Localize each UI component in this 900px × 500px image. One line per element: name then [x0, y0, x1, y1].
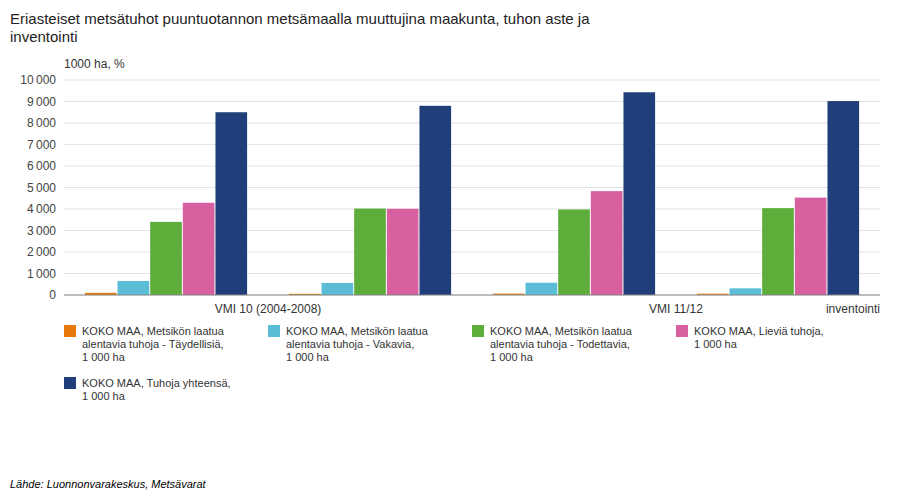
- x-axis-label: inventointi: [826, 302, 880, 316]
- bar: [730, 288, 762, 295]
- legend-swatch: [64, 325, 76, 337]
- legend-label: KOKO MAA, Tuhoja yhteensä,1 000 ha: [82, 377, 231, 402]
- y-tick-label: 3 000: [27, 224, 56, 238]
- legend-label-line: 1 000 ha: [286, 351, 330, 363]
- title-line: Eriasteiset metsätuhot puuntuotannon met…: [10, 10, 590, 27]
- x-tick-label: VMI 10 (2004-2008): [215, 302, 322, 316]
- bar: [215, 112, 247, 295]
- grid-line: [64, 101, 880, 102]
- legend-swatch: [268, 325, 280, 337]
- y-tick-label: 10 000: [20, 73, 56, 87]
- legend-label: KOKO MAA, Metsikön laatuaalentavia tuhoj…: [82, 325, 225, 363]
- grid-line: [64, 123, 880, 124]
- legend-swatch: [676, 325, 688, 337]
- bar: [387, 209, 419, 295]
- legend-label-line: KOKO MAA, Tuhoja yhteensä,: [82, 377, 231, 389]
- bar: [150, 222, 182, 295]
- grid-line: [64, 187, 880, 188]
- legend-label-line: KOKO MAA, Metsikön laatua: [82, 325, 225, 337]
- bar: [827, 101, 859, 295]
- title: Eriasteiset metsätuhot puuntuotannon met…: [10, 10, 590, 45]
- grid-line: [64, 295, 880, 296]
- y-tick-label: 7 000: [27, 138, 56, 152]
- bar: [762, 208, 794, 295]
- bar: [183, 203, 215, 295]
- y-tick-label: 9 000: [27, 95, 56, 109]
- bar: [591, 191, 623, 295]
- bar: [322, 283, 354, 295]
- bar: [623, 92, 655, 295]
- bar: [795, 198, 827, 295]
- x-axis-line: [64, 295, 880, 296]
- y-tick-label: 1 000: [27, 267, 56, 281]
- y-axis-label: 1000 ha, %: [64, 57, 125, 71]
- legend-label-line: KOKO MAA, Lieviä tuhoja,: [694, 325, 824, 337]
- y-tick-label: 2 000: [27, 245, 56, 259]
- legend-label: KOKO MAA, Lieviä tuhoja,1 000 ha: [694, 325, 824, 350]
- chart-container: Eriasteiset metsätuhot puuntuotannon met…: [0, 0, 900, 500]
- legend-label-line: 1 000 ha: [82, 390, 126, 402]
- bar: [419, 106, 451, 295]
- legend-label-line: 1 000 ha: [82, 351, 126, 363]
- legend-swatch: [472, 325, 484, 337]
- legend-label-line: alentavia tuhoja - Vakavia,: [286, 338, 414, 350]
- y-tick-label: 4 000: [27, 202, 56, 216]
- y-tick-label: 0: [49, 288, 56, 302]
- title-line: inventointi: [10, 28, 78, 45]
- legend-label: KOKO MAA, Metsikön laatuaalentavia tuhoj…: [490, 325, 633, 363]
- legend-label-line: 1 000 ha: [490, 351, 534, 363]
- y-tick-label: 5 000: [27, 181, 56, 195]
- legend-label-line: 1 000 ha: [694, 338, 738, 350]
- grid: [64, 80, 880, 295]
- bar: [118, 281, 150, 295]
- bar: [526, 283, 558, 295]
- y-tick-label: 6 000: [27, 159, 56, 173]
- grid-line: [64, 80, 880, 81]
- grid-line: [64, 144, 880, 145]
- legend: KOKO MAA, Metsikön laatuaalentavia tuhoj…: [64, 325, 824, 402]
- legend-label-line: alentavia tuhoja - Todettavia,: [490, 338, 630, 350]
- legend-swatch: [64, 377, 76, 389]
- grid-line: [64, 166, 880, 167]
- legend-label-line: KOKO MAA, Metsikön laatua: [286, 325, 429, 337]
- legend-label: KOKO MAA, Metsikön laatuaalentavia tuhoj…: [286, 325, 429, 363]
- x-tick-label: VMI 11/12: [649, 302, 703, 316]
- bars: [85, 92, 859, 295]
- legend-label-line: KOKO MAA, Metsikön laatua: [490, 325, 633, 337]
- legend-label-line: alentavia tuhoja - Täydellisiä,: [82, 338, 224, 350]
- bar: [354, 209, 386, 295]
- y-tick-label: 8 000: [27, 116, 56, 130]
- chart-svg: Eriasteiset metsätuhot puuntuotannon met…: [0, 0, 900, 500]
- source: Lähde: Luonnonvarakeskus, Metsävarat: [10, 478, 207, 490]
- bar: [558, 209, 590, 295]
